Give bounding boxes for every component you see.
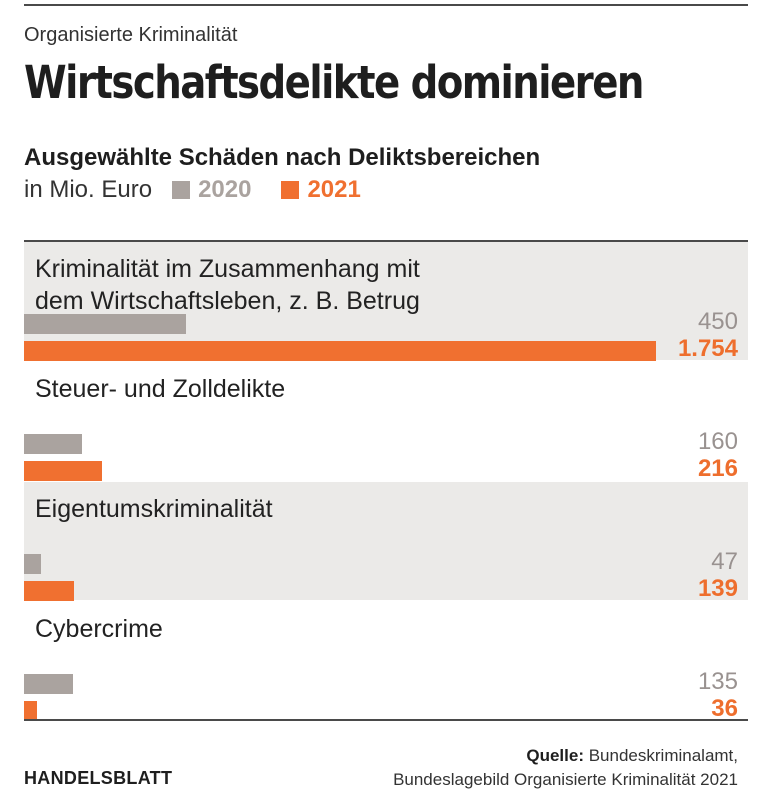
data-label-2020: 135 (697, 668, 738, 695)
legend-label-2021: 2021 (307, 176, 361, 203)
category-label: Steuer- und Zolldelikte (35, 375, 286, 403)
chart-top-rule (24, 240, 748, 242)
data-label-2021: 216 (697, 455, 738, 482)
bar-2020 (24, 314, 186, 334)
category-label: Eigentumskriminalität (35, 495, 273, 523)
brand-logo-text: HANDELSBLATT (24, 768, 173, 788)
legend-item-2021: 2021 (281, 176, 361, 204)
category-label: dem Wirtschaftsleben, z. B. Betrug (35, 287, 420, 315)
chart-bottom-rule (24, 719, 748, 721)
source-line-1: Bundeskriminalamt, (588, 746, 738, 765)
source-line-2: Bundeslagebild Organisierte Kriminalität… (393, 770, 738, 789)
chart-subtitle: Ausgewählte Schäden nach Deliktsbereiche… (24, 144, 541, 171)
legend-swatch-2020 (172, 181, 191, 199)
data-label-2021: 1.754 (677, 335, 738, 362)
bar-2020 (24, 554, 41, 574)
legend-swatch-2021 (281, 181, 300, 199)
data-label-2021: 36 (711, 695, 738, 722)
bar-2021 (24, 461, 102, 481)
data-label-2021: 139 (697, 575, 738, 602)
data-label-2020: 450 (697, 308, 738, 335)
bar-2020 (24, 674, 73, 694)
category-label: Cybercrime (35, 615, 163, 643)
top-rule (24, 4, 748, 6)
kicker: Organisierte Kriminalität (24, 24, 238, 46)
bar-2021 (24, 581, 74, 601)
category-label: Kriminalität im Zusammenhang mit (35, 255, 420, 283)
unit-label: in Mio. Euro (24, 176, 153, 203)
bar-2021 (24, 701, 37, 721)
legend-label-2020: 2020 (198, 176, 252, 203)
category-band (24, 482, 748, 600)
page-title: Wirtschaftsdelikte dominieren (24, 56, 644, 109)
legend-item-2020: 2020 (172, 176, 251, 204)
category-band (24, 242, 748, 360)
source-note: Quelle: Bundeskriminalamt, Bundeslagebil… (393, 744, 738, 792)
bar-2020 (24, 434, 82, 454)
source-label: Quelle: (526, 746, 584, 765)
data-label-2020: 160 (697, 428, 738, 455)
bar-2021 (24, 341, 656, 361)
data-label-2020: 47 (711, 548, 738, 575)
unit-legend-row: in Mio. Euro 2020 2021 (24, 176, 391, 204)
